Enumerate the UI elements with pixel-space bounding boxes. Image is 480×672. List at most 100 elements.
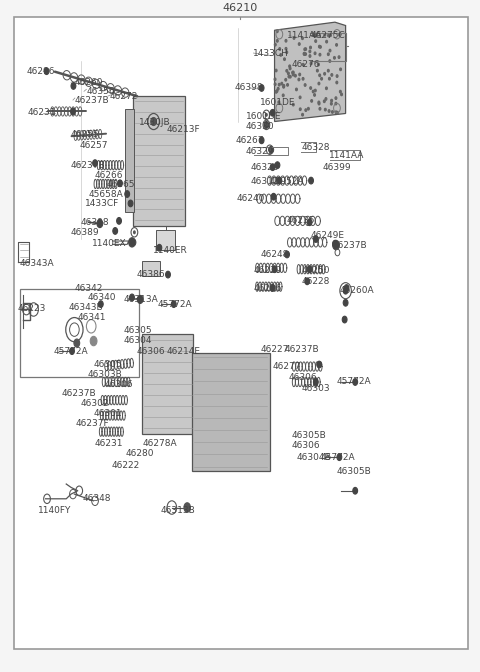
Circle shape [329,49,331,52]
Text: 46306: 46306 [292,441,321,450]
Text: 1141AA: 1141AA [329,151,364,159]
Circle shape [289,75,291,78]
Circle shape [324,108,326,111]
Bar [142,261,160,276]
Circle shape [318,101,320,103]
Circle shape [283,85,285,88]
Text: 46260A: 46260A [340,286,374,295]
Circle shape [137,296,143,304]
Text: 46249E: 46249E [311,231,345,240]
Circle shape [325,40,327,43]
Text: 46235: 46235 [287,216,315,225]
Circle shape [292,103,294,106]
Circle shape [305,48,307,50]
Circle shape [309,54,311,57]
Circle shape [294,75,296,77]
Circle shape [309,177,313,184]
Text: 46278A: 46278A [143,439,178,448]
Circle shape [313,93,315,96]
Circle shape [325,97,327,100]
Circle shape [333,241,339,250]
Circle shape [301,37,303,40]
Text: 46330: 46330 [246,122,275,132]
Circle shape [353,487,358,494]
Circle shape [317,63,319,66]
Text: 46229: 46229 [253,266,282,275]
Circle shape [283,85,285,87]
Circle shape [307,108,309,110]
Text: 46305: 46305 [94,360,122,369]
Circle shape [292,73,294,76]
Circle shape [313,378,318,385]
Circle shape [317,361,322,368]
Circle shape [286,51,288,54]
Circle shape [313,236,318,243]
Circle shape [336,44,337,46]
Text: 46226: 46226 [253,284,282,292]
Circle shape [131,239,136,246]
Circle shape [302,63,304,66]
Text: 46237F: 46237F [76,419,109,428]
Circle shape [303,52,305,55]
Text: 46276: 46276 [292,60,320,69]
Text: 46304B: 46304B [297,453,331,462]
Circle shape [128,200,133,207]
Circle shape [292,71,294,74]
Circle shape [331,99,333,102]
Circle shape [44,68,49,75]
Circle shape [299,96,301,99]
Circle shape [329,34,331,36]
Text: 46348: 46348 [83,495,111,503]
Text: 1433CH: 1433CH [253,48,289,58]
Circle shape [268,148,271,152]
Circle shape [272,266,277,273]
Circle shape [318,102,320,105]
Circle shape [307,219,312,226]
Text: 46237B: 46237B [71,161,106,169]
Text: 45658A: 45658A [89,190,123,198]
Circle shape [310,87,312,89]
Circle shape [310,62,312,65]
Circle shape [329,60,331,62]
Circle shape [157,245,162,251]
Circle shape [71,108,75,115]
Circle shape [336,112,338,114]
Circle shape [275,91,277,93]
Circle shape [113,228,118,235]
Circle shape [271,194,276,200]
Circle shape [281,82,283,85]
Circle shape [334,56,336,59]
Circle shape [341,93,343,95]
Circle shape [133,230,136,235]
Circle shape [324,34,326,36]
Text: 46302: 46302 [81,399,109,408]
Text: 46306: 46306 [105,380,133,389]
Circle shape [340,68,342,71]
Circle shape [277,87,279,90]
Circle shape [314,52,316,54]
Text: 1140EX: 1140EX [92,239,127,248]
Text: 46342: 46342 [74,284,103,292]
Circle shape [324,100,325,103]
Bar [142,335,193,433]
Text: 46248: 46248 [260,250,288,259]
Circle shape [304,48,306,50]
Circle shape [319,74,321,77]
Text: 1140FY: 1140FY [38,507,72,515]
Text: 46237B: 46237B [284,345,319,354]
Text: 46265: 46265 [107,180,135,189]
Text: 1430JB: 1430JB [139,118,171,128]
Text: 45772A: 45772A [157,300,192,308]
Circle shape [93,160,97,167]
Circle shape [277,177,282,184]
Text: 46296: 46296 [26,67,55,76]
Text: 1601DE: 1601DE [246,112,281,121]
Text: 46266: 46266 [95,171,123,179]
Circle shape [353,378,358,385]
Text: 45772A: 45772A [337,378,372,386]
Text: 46343A: 46343A [19,259,54,268]
Circle shape [312,90,314,93]
Circle shape [318,45,320,48]
Circle shape [278,101,280,103]
Circle shape [276,89,278,92]
